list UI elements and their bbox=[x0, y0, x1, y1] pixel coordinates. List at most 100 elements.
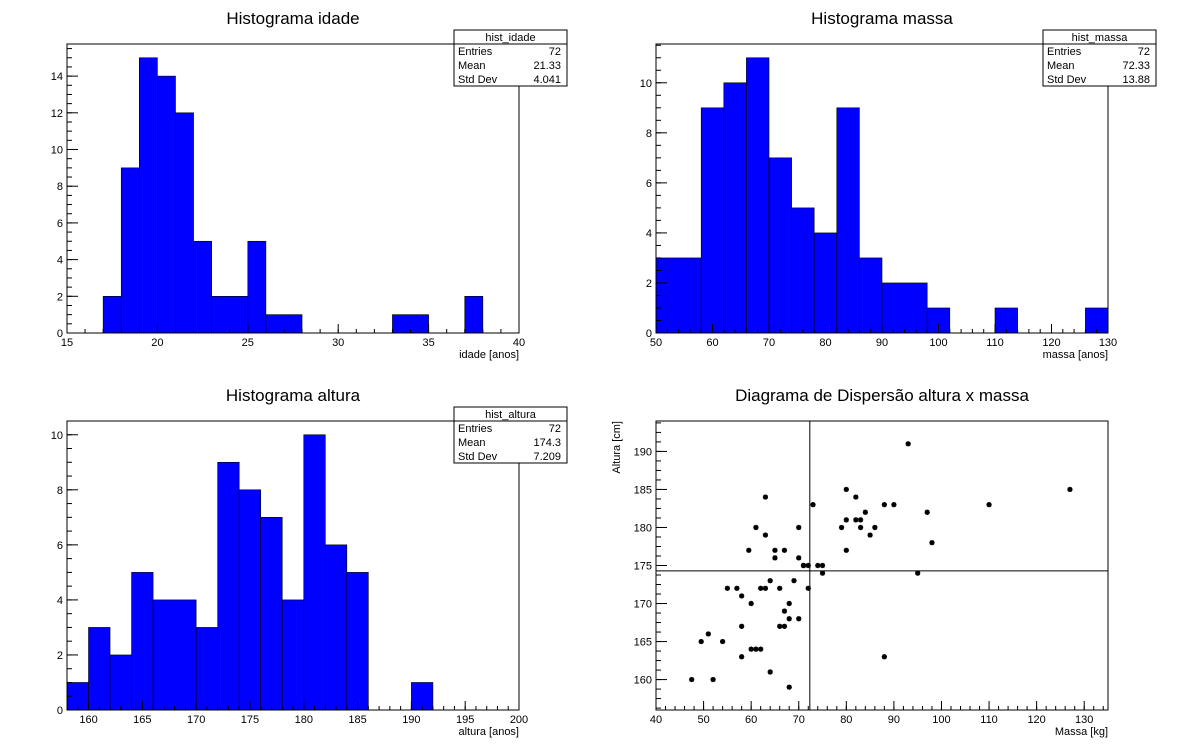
y-tick-label: 2 bbox=[57, 291, 63, 303]
histogram-bar bbox=[700, 107, 725, 334]
x-tick-label: 100 bbox=[929, 337, 947, 349]
y-tick-label: 165 bbox=[634, 637, 652, 649]
histogram-bar bbox=[120, 167, 140, 334]
data-point bbox=[986, 502, 992, 508]
data-point bbox=[746, 547, 752, 553]
data-point bbox=[767, 669, 773, 675]
x-tick-label: 195 bbox=[456, 714, 474, 726]
data-point bbox=[786, 600, 792, 607]
data-point bbox=[853, 494, 859, 500]
data-point bbox=[867, 532, 873, 538]
stats-row-value: 7.209 bbox=[533, 451, 561, 463]
x-tick-label: 100 bbox=[932, 714, 950, 726]
data-point bbox=[819, 570, 826, 576]
data-point bbox=[739, 654, 745, 660]
data-point bbox=[843, 486, 849, 493]
y-tick-label: 6 bbox=[57, 218, 63, 230]
chart-title: Diagrama de Dispersão altura x massa bbox=[735, 386, 1029, 405]
histogram-bar bbox=[746, 57, 770, 334]
data-point bbox=[881, 502, 887, 508]
histogram-bar bbox=[131, 572, 154, 711]
x-tick-label: 50 bbox=[697, 714, 709, 726]
stats-row-value: 174.3 bbox=[533, 437, 561, 449]
y-tick-label: 4 bbox=[646, 228, 652, 240]
data-point bbox=[796, 555, 802, 561]
data-point bbox=[815, 562, 821, 569]
x-tick-label: 40 bbox=[513, 337, 525, 349]
stats-row-label: Mean bbox=[458, 60, 486, 72]
data-point bbox=[853, 517, 859, 523]
plot-frame bbox=[66, 43, 520, 334]
histogram-bar bbox=[152, 599, 197, 711]
stats-box-frame bbox=[1042, 29, 1157, 87]
y-tick-label: 4 bbox=[57, 595, 63, 607]
x-tick-label: 175 bbox=[241, 714, 259, 726]
x-axis-label: massa [anos] bbox=[1043, 349, 1108, 361]
x-tick-label: 130 bbox=[1075, 714, 1093, 726]
y-tick-label: 160 bbox=[634, 675, 652, 687]
data-point bbox=[720, 638, 726, 645]
histogram-bar bbox=[881, 282, 928, 334]
x-axis-label: idade [anos] bbox=[459, 349, 519, 361]
data-point bbox=[748, 646, 754, 652]
data-point bbox=[777, 623, 783, 629]
chart-1: Histograma massa 50 60 70 80 90 100 110 120 130 0 2… bbox=[640, 9, 1157, 361]
stats-row-value: 72 bbox=[1138, 46, 1150, 58]
y-tick-label: 8 bbox=[57, 485, 63, 497]
data-point bbox=[1067, 486, 1073, 493]
histogram-bar bbox=[859, 257, 883, 334]
stats-row-label: Entries bbox=[1047, 46, 1082, 58]
x-tick-label: 70 bbox=[763, 337, 775, 349]
histogram-bar bbox=[281, 599, 305, 711]
plot-frame bbox=[655, 420, 1109, 711]
x-axis-label: altura [anos] bbox=[458, 726, 519, 738]
x-tick-label: 110 bbox=[980, 714, 998, 726]
stats-row-label: Mean bbox=[458, 437, 486, 449]
y-tick-label: 10 bbox=[640, 78, 652, 90]
histogram-bar bbox=[247, 240, 267, 334]
y-tick-label: 10 bbox=[51, 430, 63, 442]
stats-row-value: 21.33 bbox=[533, 60, 561, 72]
data-point bbox=[772, 547, 778, 553]
data-point bbox=[781, 547, 788, 553]
histogram-bar bbox=[791, 207, 815, 334]
x-tick-label: 120 bbox=[1042, 337, 1060, 349]
data-point bbox=[872, 524, 878, 531]
data-point bbox=[805, 585, 811, 591]
histogram-bar bbox=[157, 75, 176, 334]
y-tick-label: 175 bbox=[634, 561, 652, 573]
y-tick-label: 170 bbox=[634, 599, 652, 611]
stats-row-label: Std Dev bbox=[458, 451, 498, 463]
data-point bbox=[786, 616, 792, 622]
data-point bbox=[929, 540, 935, 546]
stats-box-name: hist_altura bbox=[485, 409, 537, 421]
data-point bbox=[838, 524, 845, 531]
x-tick-label: 90 bbox=[876, 337, 888, 349]
histogram-bar bbox=[175, 112, 194, 334]
y-tick-label: 0 bbox=[57, 328, 63, 340]
histogram-bar bbox=[723, 82, 747, 334]
histogram-bar bbox=[346, 572, 369, 711]
x-tick-label: 170 bbox=[187, 714, 205, 726]
data-point bbox=[689, 676, 695, 683]
data-point bbox=[786, 684, 792, 690]
y-tick-label: 14 bbox=[51, 71, 63, 83]
stats-box: hist_idade Entries 72 Mean 21.33 Std Dev 4.041 bbox=[453, 29, 568, 87]
data-point bbox=[805, 562, 811, 569]
stats-row-label: Entries bbox=[458, 423, 493, 435]
data-point bbox=[857, 524, 864, 531]
histogram-bar bbox=[655, 257, 702, 334]
stats-box-frame bbox=[453, 406, 568, 464]
data-point bbox=[762, 585, 769, 591]
histogram-bar bbox=[411, 682, 434, 711]
data-point bbox=[748, 600, 754, 607]
data-point bbox=[781, 608, 788, 614]
y-tick-label: 10 bbox=[51, 145, 63, 157]
y-tick-label: 0 bbox=[57, 705, 63, 717]
x-tick-label: 20 bbox=[151, 337, 163, 349]
data-point bbox=[791, 578, 797, 584]
data-point bbox=[796, 524, 802, 531]
data-point bbox=[843, 517, 849, 523]
stats-box-name: hist_idade bbox=[485, 32, 535, 44]
